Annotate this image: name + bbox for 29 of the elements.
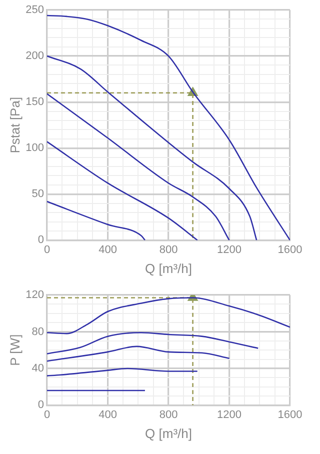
y-tick-label: 0 — [38, 234, 44, 246]
y-axis-title: P [W] — [7, 334, 22, 366]
x-tick-label: 800 — [159, 244, 178, 256]
y-tick-label: 100 — [26, 142, 44, 154]
y-tick-label: 250 — [26, 4, 44, 16]
line-series — [47, 200, 146, 240]
line-series — [47, 332, 259, 354]
x-tick-label: 1600 — [278, 244, 302, 256]
y-tick-label: 120 — [26, 289, 44, 302]
x-tick-label: 1200 — [217, 244, 242, 256]
line-series — [47, 141, 198, 240]
y-axis-title: Pstat [Pa] — [7, 96, 22, 154]
line-series — [47, 93, 230, 240]
line-series — [47, 55, 258, 240]
line-series — [47, 368, 198, 376]
x-tick-label: 800 — [159, 408, 178, 421]
x-tick-label: 400 — [98, 244, 117, 256]
y-tick-label: 200 — [26, 50, 44, 62]
y-tick-label: 50 — [32, 188, 44, 200]
x-axis-title: Q [m³/h] — [145, 426, 192, 441]
x-tick-label: 1600 — [278, 408, 302, 421]
y-tick-label: 0 — [38, 399, 44, 412]
x-tick-label: 400 — [98, 408, 117, 421]
y-tick-label: 80 — [32, 326, 44, 338]
x-tick-label: 1200 — [217, 408, 242, 421]
y-tick-label: 40 — [32, 362, 44, 374]
x-axis-title: Q [m³/h] — [145, 260, 192, 276]
line-series — [47, 346, 230, 362]
y-tick-label: 150 — [26, 96, 44, 108]
